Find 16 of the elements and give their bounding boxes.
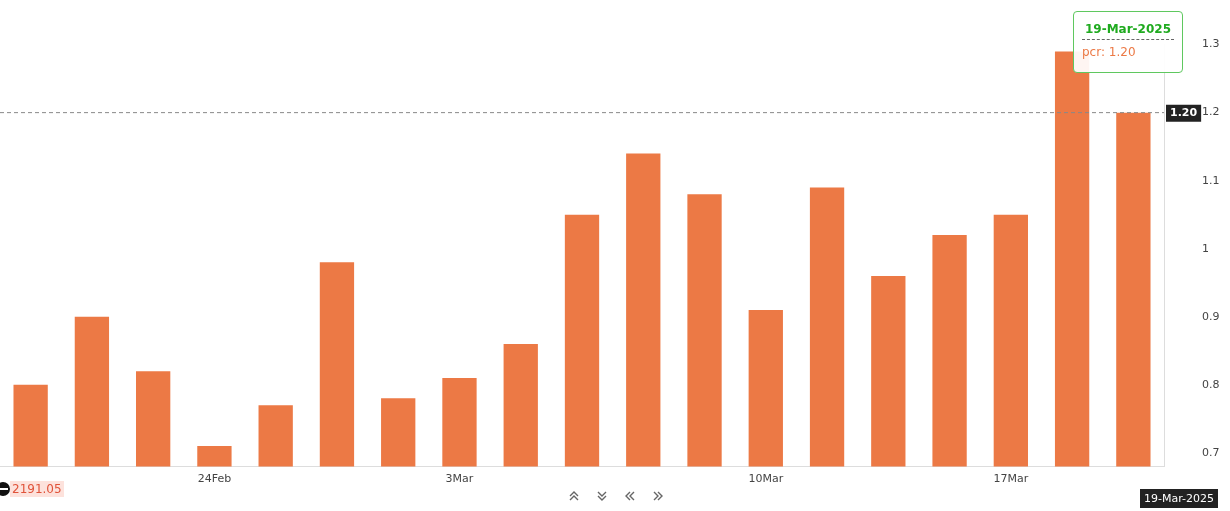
text: 2191.05 [10,481,64,497]
y-tick-label: 1.2 [1202,105,1220,119]
x-tick-label: 24Feb [197,471,232,485]
y-tick-label: 1.1 [1202,173,1220,187]
text: 19-Mar-2025 [1140,489,1218,508]
y-tick-label: 0.7 [1202,445,1220,459]
x-tick-label: 17Mar [993,471,1029,485]
y-tick-label: 0.9 [1202,309,1220,323]
annotation: pcr: 1.20 [1082,45,1137,59]
x-tick-label: 10Mar [748,471,784,485]
y-tick-label: 1.3 [1202,37,1220,51]
text: 19-Mar-2025 [1082,22,1174,40]
y-tick-label: 0.8 [1202,377,1220,391]
ref-line-label: 1.20 [1170,106,1198,120]
y-tick-label: 1 [1202,241,1209,255]
x-tick-label: 3Mar [445,471,474,485]
